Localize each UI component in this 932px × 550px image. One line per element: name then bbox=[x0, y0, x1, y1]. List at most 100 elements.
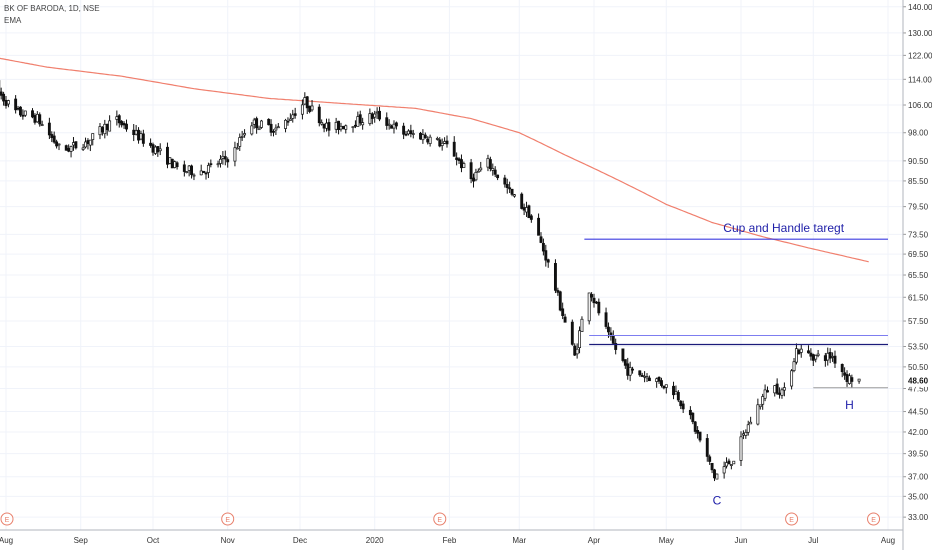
candle-body bbox=[370, 113, 374, 119]
candle-body bbox=[763, 389, 767, 399]
candle-body bbox=[238, 137, 242, 147]
candle-body bbox=[392, 123, 396, 129]
candle-body bbox=[23, 110, 27, 116]
y-tick-label: 130.00 bbox=[908, 29, 932, 38]
candle-body bbox=[0, 91, 3, 96]
candle-body bbox=[72, 142, 75, 146]
candle-body bbox=[216, 163, 220, 166]
candle-body bbox=[710, 462, 714, 471]
earnings-event-label: E bbox=[5, 517, 10, 524]
candle-body bbox=[592, 297, 596, 304]
candle-body bbox=[206, 165, 210, 173]
candle-body bbox=[698, 431, 702, 441]
candle-body bbox=[390, 125, 394, 129]
candle-body bbox=[561, 308, 565, 316]
candle-body bbox=[6, 100, 10, 105]
candle-body bbox=[626, 363, 630, 376]
y-tick-label: 69.50 bbox=[908, 250, 929, 259]
candle-body bbox=[226, 159, 230, 163]
candle-body bbox=[300, 104, 304, 115]
candle-body bbox=[676, 392, 680, 401]
y-tick-label: 53.50 bbox=[908, 342, 929, 351]
candle-body bbox=[537, 217, 541, 236]
candle-body bbox=[655, 378, 659, 382]
candle-body bbox=[457, 158, 461, 161]
candle-body bbox=[440, 142, 444, 146]
candle-body bbox=[833, 355, 837, 364]
candle-body bbox=[428, 136, 432, 144]
candle-body bbox=[173, 161, 177, 168]
earnings-event-icon bbox=[0, 512, 14, 526]
chart-legend: BK OF BARODA, 1D, NSE EMA bbox=[4, 3, 100, 27]
candle-body bbox=[539, 236, 543, 243]
candle-body bbox=[749, 421, 753, 425]
candle-body bbox=[674, 391, 678, 395]
candle-body bbox=[81, 147, 85, 150]
candle-body bbox=[151, 144, 155, 153]
candle-body bbox=[317, 106, 321, 124]
candle-body bbox=[621, 348, 625, 361]
candle-body bbox=[505, 184, 509, 188]
handle-h-label: H bbox=[845, 398, 854, 412]
candle-body bbox=[496, 174, 500, 179]
candle-body bbox=[546, 259, 550, 263]
candle-body bbox=[541, 242, 545, 252]
candle-body bbox=[385, 117, 389, 126]
candle-body bbox=[756, 404, 760, 425]
candle-body bbox=[378, 110, 381, 120]
candle-body bbox=[341, 125, 345, 130]
candle-body bbox=[122, 123, 126, 126]
candle-body bbox=[291, 114, 295, 119]
candle-body bbox=[100, 127, 104, 133]
candle-body bbox=[2, 93, 6, 102]
grid-layer bbox=[0, 0, 903, 530]
candle-body bbox=[19, 106, 22, 116]
candle-body bbox=[91, 133, 95, 140]
x-tick-label: Aug bbox=[881, 536, 895, 545]
candle-body bbox=[137, 129, 140, 141]
earnings-event-label: E bbox=[225, 517, 230, 524]
candle-body bbox=[679, 400, 683, 407]
candle-body bbox=[411, 133, 415, 135]
candle-body bbox=[375, 111, 379, 114]
candle-body bbox=[794, 348, 798, 363]
candle-body bbox=[322, 123, 326, 129]
candle-body bbox=[267, 118, 271, 126]
x-tick-label: Feb bbox=[443, 536, 457, 545]
candle-body bbox=[575, 348, 579, 355]
candle-body bbox=[664, 384, 668, 388]
candle-body bbox=[31, 110, 34, 118]
candle-body bbox=[529, 215, 533, 220]
candle-body bbox=[681, 403, 685, 410]
candle-body bbox=[503, 177, 507, 185]
candle-body bbox=[435, 138, 439, 140]
candle-body bbox=[696, 430, 700, 434]
y-tick-label: 90.50 bbox=[908, 157, 929, 166]
candle-body bbox=[845, 374, 849, 382]
candle-body bbox=[132, 129, 136, 135]
candle-body bbox=[525, 207, 528, 213]
candle-body bbox=[847, 375, 851, 384]
candle-body bbox=[570, 321, 574, 345]
candle-body bbox=[288, 118, 292, 121]
candle-body bbox=[233, 147, 237, 162]
candle-body bbox=[843, 372, 847, 376]
candle-body bbox=[310, 105, 314, 111]
candle-body bbox=[472, 177, 475, 182]
y-tick-label: 65.50 bbox=[908, 271, 929, 280]
candle-body bbox=[452, 141, 456, 157]
candle-body bbox=[423, 134, 427, 139]
ema-line bbox=[0, 57, 869, 263]
x-tick-label: Sep bbox=[74, 536, 89, 545]
y-tick-label: 37.00 bbox=[908, 473, 929, 482]
candle-body bbox=[460, 159, 463, 169]
candle-body bbox=[761, 396, 765, 405]
candle-body bbox=[780, 389, 784, 396]
candle-body bbox=[158, 148, 162, 152]
candle-body bbox=[831, 356, 835, 358]
x-tick-label: Nov bbox=[221, 536, 235, 545]
earnings-event-icon bbox=[433, 512, 447, 526]
candle-body bbox=[705, 438, 709, 457]
candle-body bbox=[578, 330, 581, 349]
